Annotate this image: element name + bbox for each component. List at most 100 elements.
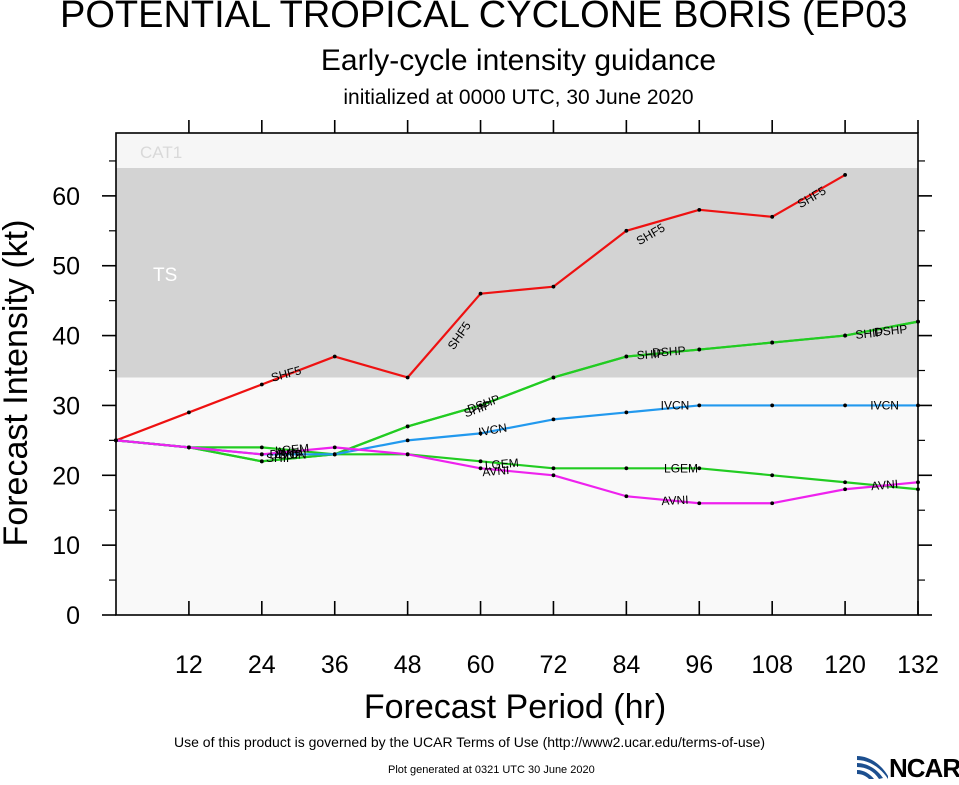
data-point-ivcn (551, 417, 556, 422)
data-point-ship (916, 319, 920, 324)
data-point-lgem (843, 480, 847, 485)
data-point-ship (478, 403, 483, 408)
data-point-shf5 (624, 228, 629, 233)
data-point-avni (114, 438, 118, 443)
series-label-dshp: DSHP (652, 344, 686, 360)
x-tick-label: 24 (248, 651, 276, 679)
data-point-ivcn (405, 438, 410, 443)
data-point-ivcn (770, 403, 775, 408)
series-label-dshp: DSHP (269, 447, 302, 461)
data-point-avni (697, 501, 702, 506)
y-tick-label: 50 (52, 253, 80, 281)
series-label-avni: AVNI (482, 463, 510, 479)
series-label-avni: AVNI (276, 445, 303, 459)
series-line-avni (115, 439, 919, 505)
data-point-lgem (259, 445, 264, 450)
plot-frame (115, 132, 919, 616)
x-tick-label: 72 (540, 651, 568, 679)
data-point-avni (405, 452, 410, 457)
data-point-lgem (624, 466, 629, 471)
series-avni (114, 438, 920, 506)
y-tick-label: 40 (52, 323, 80, 351)
series-label-ivcn: IVCN (278, 447, 307, 461)
x-tick-label: 48 (394, 651, 422, 679)
data-point-shf5 (843, 173, 847, 177)
data-point-ivcn (916, 403, 920, 408)
x-tick-label: 96 (685, 651, 713, 679)
data-point-shf5 (259, 382, 264, 387)
band-ts (116, 167, 918, 378)
data-point-ship (770, 340, 775, 345)
data-point-ship (624, 354, 629, 359)
data-point-lgem (916, 487, 920, 492)
x-tick-label: 84 (612, 651, 640, 679)
data-point-ship (405, 424, 410, 429)
x-tick-label: 108 (751, 651, 793, 679)
data-point-lgem (478, 459, 483, 464)
data-point-lgem (697, 466, 702, 471)
data-point-avni (770, 501, 775, 506)
below-ts-region (116, 377, 918, 615)
data-point-ivcn (624, 410, 629, 415)
series-label-lgem: LGEM (664, 461, 698, 475)
data-point-avni (478, 466, 483, 471)
data-point-avni (551, 473, 556, 478)
data-point-ivcn (478, 431, 483, 436)
data-point-avni (843, 487, 847, 492)
data-point-shf5 (770, 214, 775, 219)
x-tick-label: 132 (897, 651, 939, 679)
data-point-ship (697, 347, 702, 352)
series-label-ivcn: IVCN (477, 421, 508, 440)
data-point-shf5 (478, 291, 483, 296)
x-tick-label: 12 (175, 651, 203, 679)
series-line-ship (115, 320, 919, 463)
series-label-ship: SHIP (266, 451, 294, 465)
data-point-avni (624, 494, 629, 499)
band-cat1 (116, 133, 918, 168)
series-label-ship: SHIP (855, 325, 884, 342)
data-point-avni (187, 445, 191, 450)
y-tick-label: 0 (66, 602, 80, 630)
series-label-ivcn: IVCN (870, 398, 899, 412)
plot-generated-time: Plot generated at 0321 UTC 30 June 2020 (388, 764, 595, 776)
data-point-ship (551, 375, 556, 380)
series-label-lgem: LGEM (484, 456, 519, 473)
series-label-ivcn: IVCN (661, 398, 690, 412)
data-point-shf5 (551, 284, 556, 289)
ncar-logo: NCAR (855, 750, 959, 783)
band-label-cat1: CAT1 (140, 143, 182, 162)
x-tick-label: 36 (321, 651, 349, 679)
data-point-ivcn (332, 452, 337, 457)
data-point-lgem (551, 466, 556, 471)
data-point-ivcn (843, 403, 847, 408)
data-point-avni (332, 445, 337, 450)
y-tick-label: 10 (52, 532, 80, 560)
data-point-ship (843, 333, 847, 338)
x-tick-label: 60 (467, 651, 495, 679)
series-label-lgem: LGEM (275, 441, 310, 458)
series-label-avni: AVNI (661, 493, 689, 508)
series-label-avni: AVNI (870, 477, 898, 493)
series-label-dshp: DSHP (873, 322, 908, 339)
data-point-lgem (770, 473, 775, 478)
ncar-logo-text: NCAR (889, 753, 959, 783)
data-point-ivcn (697, 403, 702, 408)
data-point-shf5 (405, 375, 410, 380)
data-point-avni (916, 480, 920, 485)
x-tick-label: 120 (824, 651, 866, 679)
terms-of-use-note: Use of this product is governed by the U… (174, 734, 766, 750)
data-point-shf5 (332, 354, 337, 359)
y-tick-label: 30 (52, 392, 80, 420)
chart-title: POTENTIAL TROPICAL CYCLONE BORIS (EP03 (60, 0, 908, 36)
chart-subtitle: Early-cycle intensity guidance (320, 44, 717, 77)
data-point-avni (259, 452, 264, 457)
data-point-shf5 (697, 207, 702, 212)
band-label-ts: TS (153, 265, 177, 286)
series-label-ship: SHIP (636, 346, 665, 362)
y-axis-label: Forecast Intensity (kt) (0, 220, 35, 547)
initialization-time: initialized at 0000 UTC, 30 June 2020 (343, 86, 694, 109)
series-line-lgem (115, 439, 919, 491)
ncar-swoosh-icon (857, 756, 888, 779)
intensity-chart: TS CAT1 12 24 36 48 60 72 84 96 108 120 132 0 10 20 30 40… (0, 120, 939, 726)
data-point-ship (259, 459, 264, 464)
